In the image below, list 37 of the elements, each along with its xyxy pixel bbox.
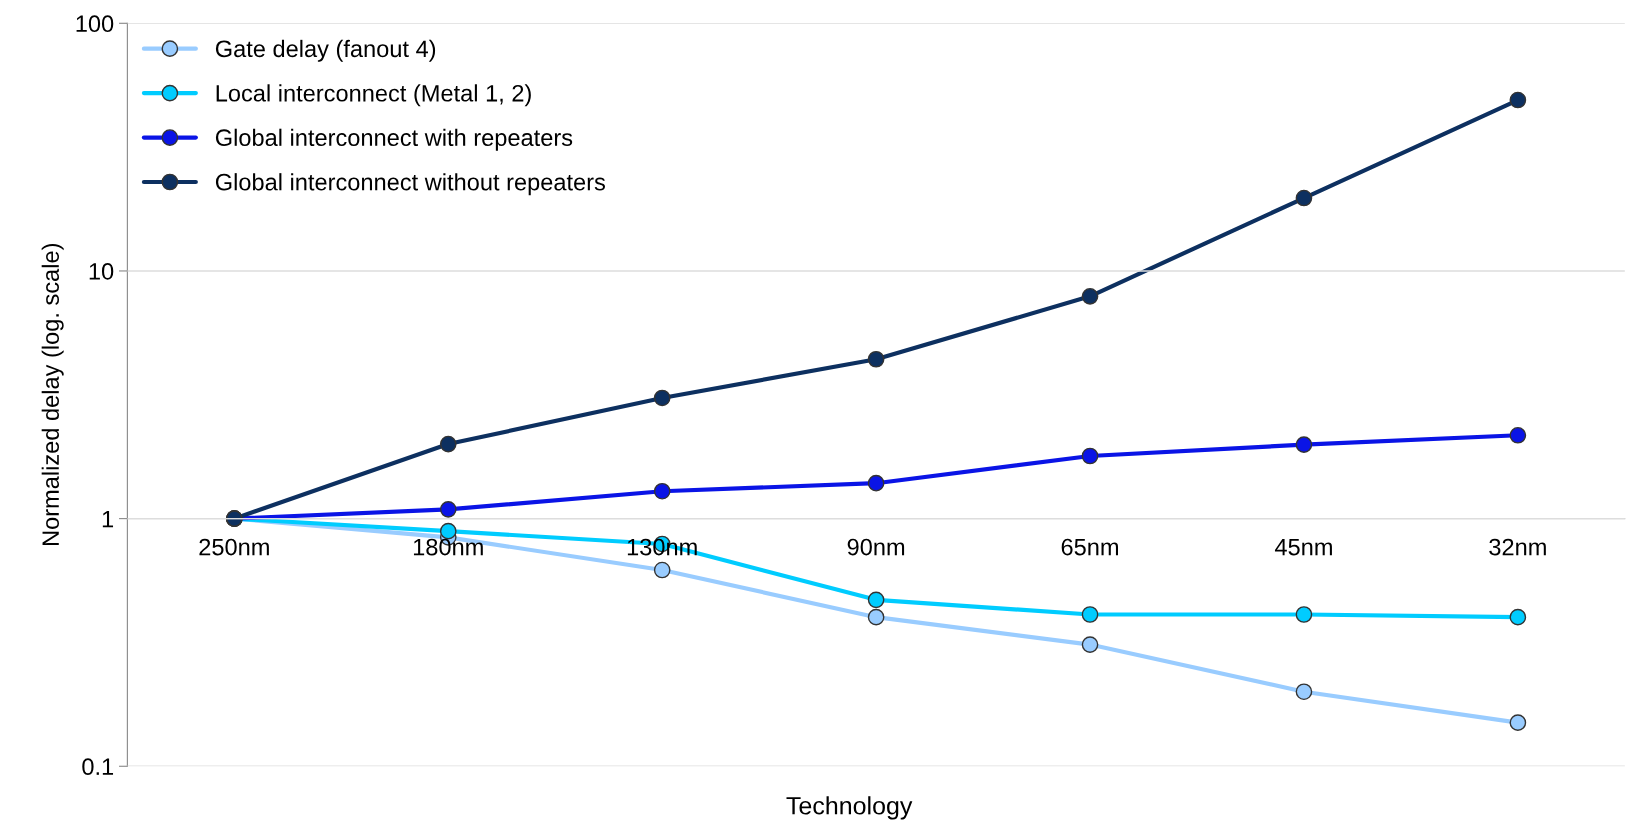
point — [867, 591, 885, 609]
y-tick-label: 1 — [102, 510, 114, 528]
point — [1081, 606, 1099, 623]
x-axis-title: Technology — [786, 796, 913, 820]
x-tick-label: 90nm — [847, 538, 905, 556]
x-tick-label: 32nm — [1489, 538, 1546, 556]
point — [439, 435, 457, 453]
point — [1509, 426, 1527, 444]
point — [1509, 714, 1527, 731]
point — [653, 561, 671, 579]
x-tick-label: 45nm — [1274, 538, 1332, 556]
point — [867, 474, 885, 492]
legend-label: Global interconnect without repeaters — [215, 173, 605, 196]
point — [1081, 287, 1099, 305]
x-tick-label: 180nm — [413, 538, 483, 556]
point — [1295, 189, 1313, 207]
point — [1081, 447, 1099, 465]
point — [867, 608, 885, 626]
point — [1081, 636, 1099, 653]
y-tick-label: 0.1 — [82, 758, 114, 776]
y-tick-label: 10 — [89, 263, 114, 280]
point — [1509, 608, 1527, 626]
point — [1295, 683, 1313, 701]
legend-label: Local interconnect (Metal 1, 2) — [216, 84, 531, 107]
y-tick-label: 100 — [76, 15, 114, 33]
point — [439, 501, 457, 518]
point — [867, 350, 885, 368]
legend-label: Global interconnect with repeaters — [215, 128, 573, 151]
y-axis-title: Normalized delay (log. scale) — [41, 244, 64, 546]
point — [653, 482, 671, 500]
legend-label: Gate delay (fanout 4) — [215, 39, 436, 62]
point — [1509, 91, 1527, 109]
point — [1295, 606, 1313, 623]
x-tick-label: 65nm — [1061, 538, 1118, 556]
point — [653, 389, 671, 407]
x-tick-label: 250nm — [199, 538, 269, 556]
point — [1295, 436, 1313, 453]
